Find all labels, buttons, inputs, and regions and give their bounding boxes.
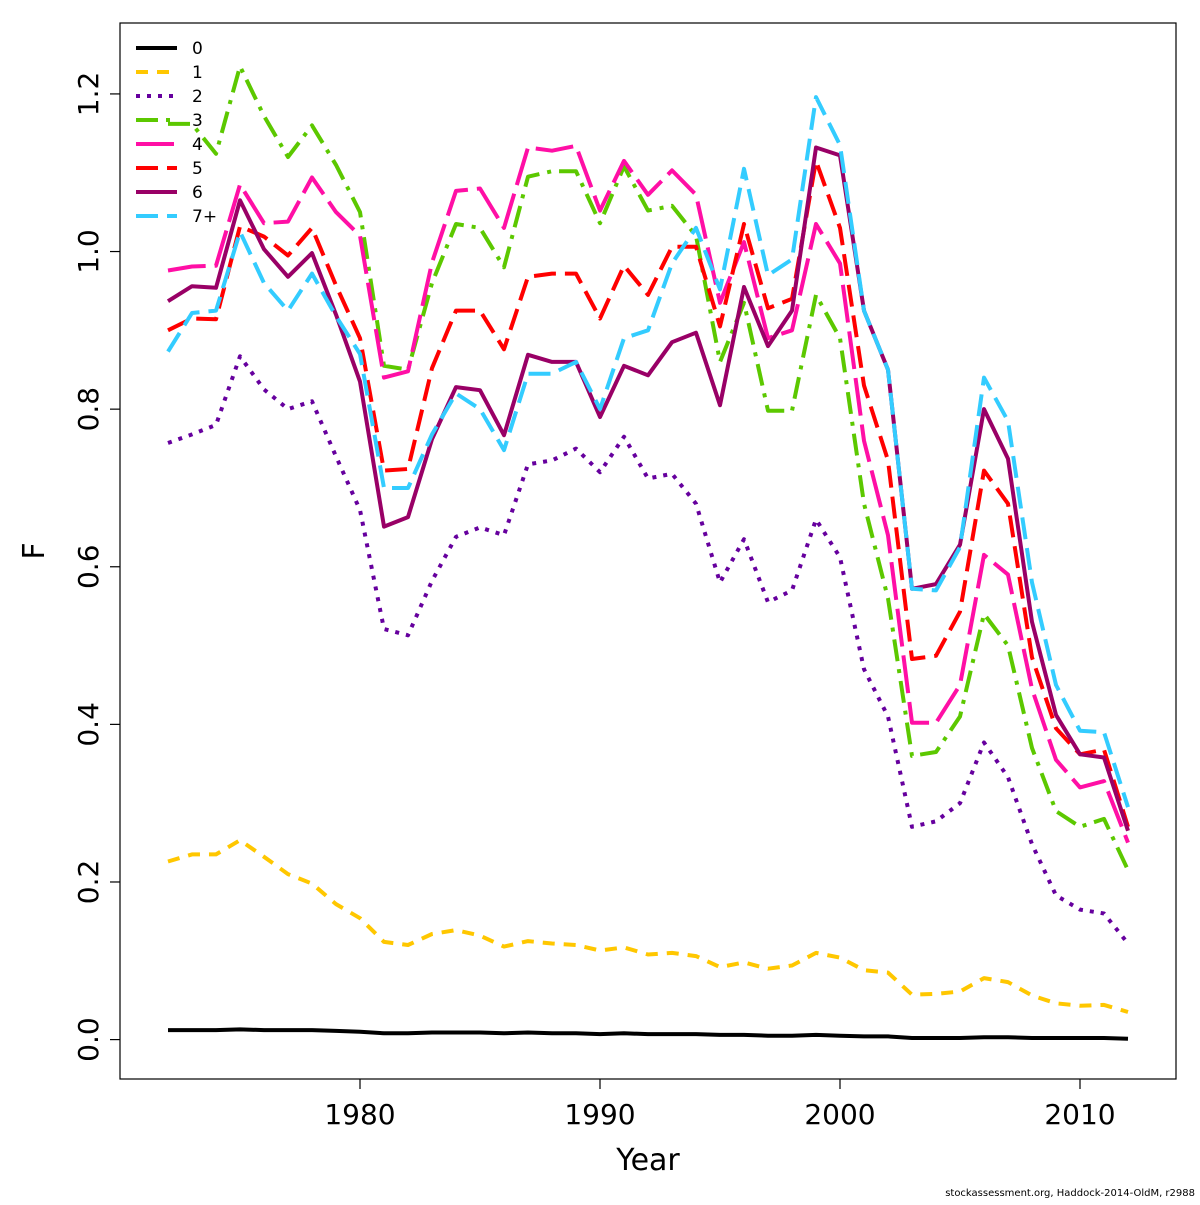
x-axis-title: Year	[615, 1143, 680, 1178]
series-layer	[166, 64, 1130, 1041]
y-tick-label: 0.2	[72, 860, 105, 905]
plot-frame	[119, 22, 1177, 1080]
series-line-1	[167, 838, 1129, 1014]
series-line-5	[167, 158, 1130, 828]
series-line-7plus	[166, 95, 1130, 808]
legend-label: 6	[192, 183, 203, 203]
series-line-2	[167, 354, 1130, 945]
credit-text: stockassessment.org, Haddock-2014-OldM, …	[945, 1188, 1195, 1199]
legend-label: 0	[192, 39, 203, 59]
y-tick-label: 0.6	[72, 544, 105, 589]
series-line-4	[167, 143, 1130, 844]
legend-label: 4	[192, 135, 203, 155]
legend-label: 2	[192, 87, 203, 107]
x-tick-label: 2010	[1044, 1098, 1115, 1131]
y-tick-label: 0.4	[72, 702, 105, 747]
y-axis-title: F	[17, 542, 52, 559]
y-tick-label: 0.0	[72, 1017, 105, 1062]
y-tick-label: 1.2	[72, 72, 105, 117]
series-line-0	[168, 1027, 1129, 1041]
y-tick-label: 0.8	[72, 387, 105, 432]
x-tick-label: 1990	[564, 1098, 635, 1131]
x-axis: 1980 1990 2000 2010	[324, 1079, 1116, 1131]
x-tick-label: 2000	[804, 1098, 875, 1131]
series-line-6	[166, 145, 1130, 832]
legend-label: 5	[192, 159, 203, 179]
series-line-3	[168, 64, 1130, 872]
x-tick-label: 1980	[324, 1098, 395, 1131]
legend-label: 1	[192, 63, 203, 83]
legend: 0 1 2 3 4 5 6 7+	[136, 39, 217, 227]
y-tick-label: 1.0	[72, 229, 105, 274]
legend-label: 7+	[192, 207, 217, 227]
legend-label: 3	[192, 111, 203, 131]
y-axis: 0.0 0.2 0.4 0.6 0.8 1.0 1.2	[72, 72, 120, 1062]
